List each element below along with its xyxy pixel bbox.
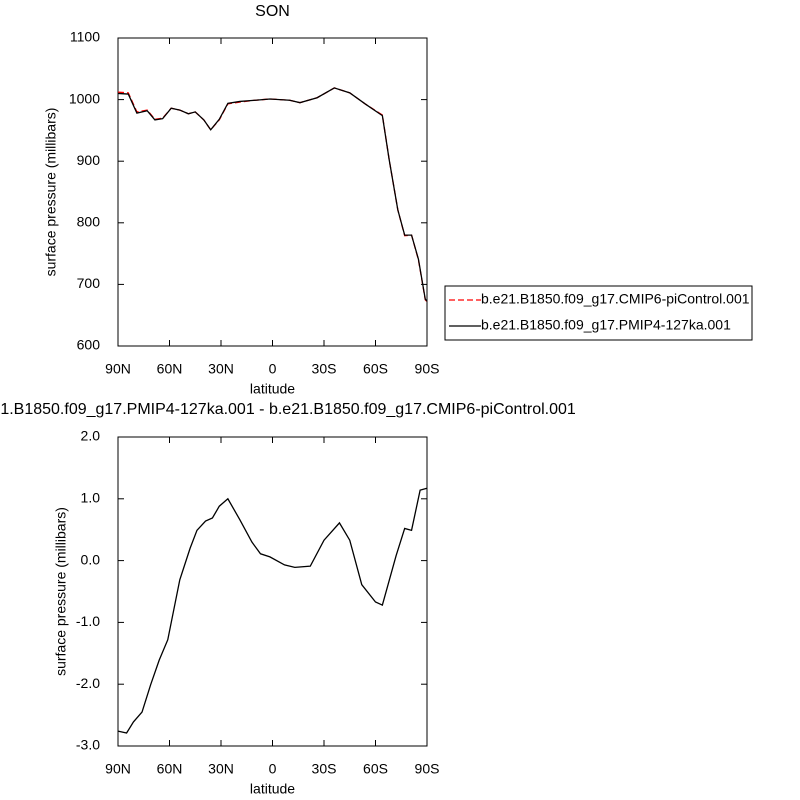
x-tick-label: 30S [312,361,337,377]
x-tick-label: 30N [208,761,234,777]
data-line [117,87,428,302]
x-axis-label: latitude [250,381,295,397]
x-tick-label: 90N [105,361,131,377]
y-tick-label: 700 [77,275,101,291]
x-tick-label: 90S [415,761,440,777]
x-tick-label: 90N [105,761,131,777]
y-tick-label: 800 [77,214,101,230]
y-tick-label: 600 [77,337,101,353]
legend: b.e21.B1850.f09_g17.CMIP6-piControl.001b… [444,285,753,341]
legend-label: b.e21.B1850.f09_g17.CMIP6-piControl.001 [481,291,750,307]
x-tick-label: 30N [208,361,234,377]
data-line [117,87,428,303]
y-tick-label: 1000 [69,90,100,106]
chart-title: SON [255,3,290,20]
y-tick-label: 1100 [70,29,100,45]
x-tick-label: 90S [415,361,440,377]
y-tick-label: 900 [77,152,101,168]
y-tick-label: 1.0 [81,490,101,506]
y-tick-label: -2.0 [76,675,100,691]
plot-frame [117,436,428,747]
x-tick-label: 60S [363,361,388,377]
y-tick-label: 0.0 [81,551,101,567]
y-tick-label: -3.0 [76,737,100,753]
x-tick-label: 60S [363,761,388,777]
y-tick-label: -1.0 [76,613,100,629]
x-tick-label: 60N [157,361,183,377]
data-line [117,487,428,734]
y-tick-label: 2.0 [81,428,101,444]
x-tick-label: 60N [157,761,183,777]
legend-label: b.e21.B1850.f09_g17.PMIP4-127ka.001 [481,317,731,333]
plot-frame [117,37,428,347]
x-tick-label: 0 [269,361,277,377]
x-tick-label: 30S [312,761,337,777]
x-tick-label: 0 [269,761,277,777]
y-axis-label: surface pressure (millibars) [53,507,69,676]
chart-title: b.e21.B1850.f09_g17.PMIP4-127ka.001 - b.… [0,401,576,418]
y-axis-label: surface pressure (millibars) [43,108,59,277]
x-axis-label: latitude [250,781,295,797]
legend-box [444,285,753,341]
